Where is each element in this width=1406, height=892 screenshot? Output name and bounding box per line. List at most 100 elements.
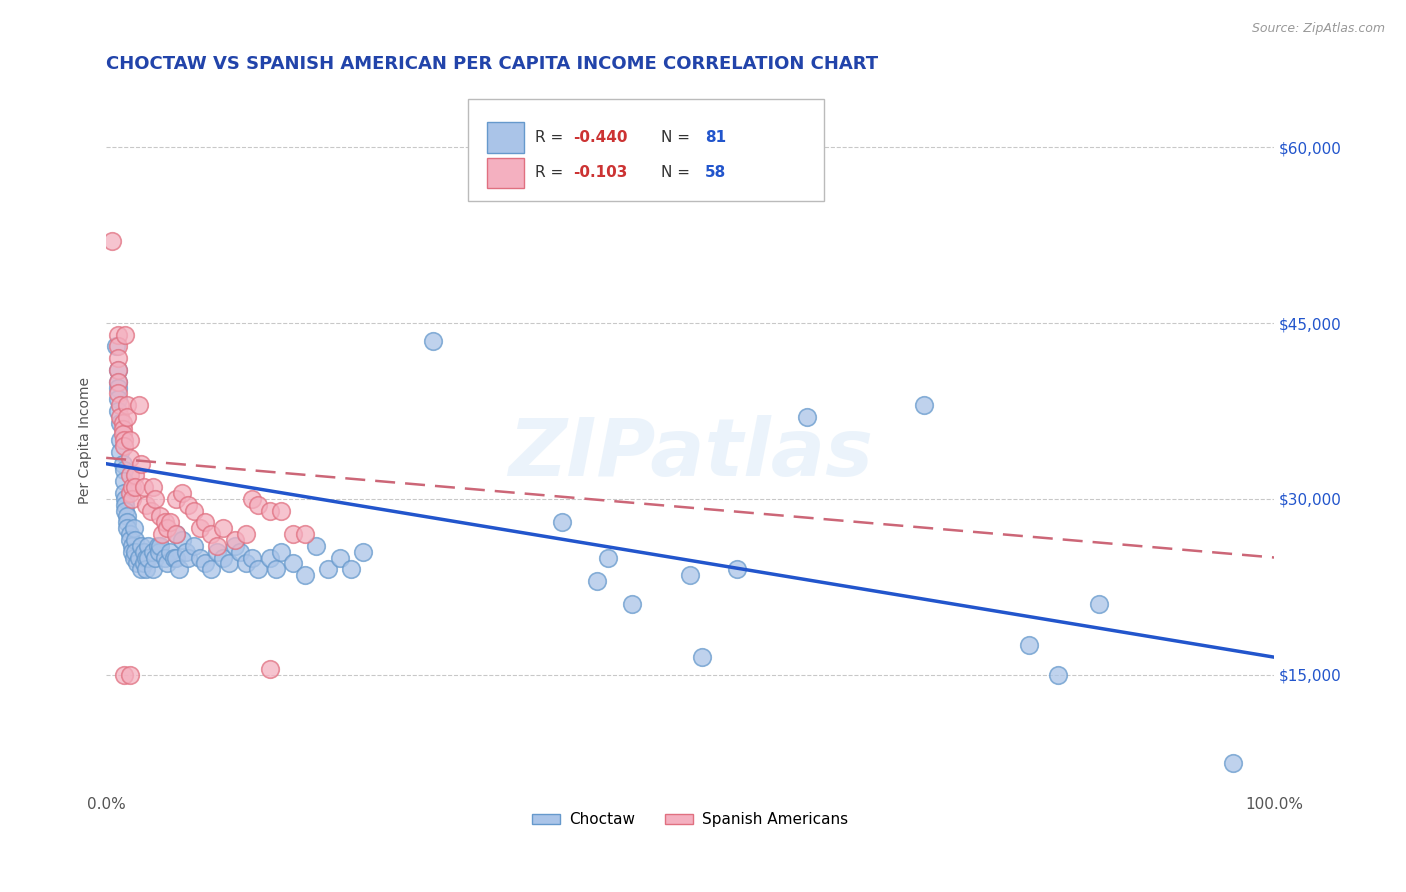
Text: CHOCTAW VS SPANISH AMERICAN PER CAPITA INCOME CORRELATION CHART: CHOCTAW VS SPANISH AMERICAN PER CAPITA I… bbox=[107, 55, 879, 73]
Point bbox=[108, 398, 131, 412]
Point bbox=[129, 539, 152, 553]
Point bbox=[912, 398, 935, 412]
Point bbox=[264, 562, 287, 576]
Text: R =: R = bbox=[534, 130, 568, 145]
Point bbox=[150, 527, 173, 541]
Point bbox=[121, 539, 143, 553]
Point bbox=[143, 550, 166, 565]
Point bbox=[143, 491, 166, 506]
Point bbox=[108, 434, 131, 448]
Point bbox=[149, 509, 172, 524]
Point bbox=[224, 539, 246, 553]
Point bbox=[281, 557, 304, 571]
Point bbox=[124, 468, 146, 483]
Point bbox=[112, 462, 135, 476]
Point bbox=[118, 527, 141, 541]
Point bbox=[112, 475, 135, 489]
Point bbox=[183, 539, 205, 553]
Point bbox=[205, 539, 228, 553]
Point bbox=[170, 486, 193, 500]
Point bbox=[107, 386, 129, 401]
Point bbox=[156, 521, 179, 535]
Y-axis label: Per Capita Income: Per Capita Income bbox=[79, 376, 93, 504]
Point bbox=[142, 480, 165, 494]
Point bbox=[340, 562, 363, 576]
Point bbox=[165, 491, 187, 506]
Point bbox=[148, 544, 170, 558]
Point bbox=[107, 380, 129, 394]
Point bbox=[316, 562, 339, 576]
Point bbox=[165, 550, 187, 565]
Text: R =: R = bbox=[534, 166, 568, 180]
Point bbox=[200, 527, 222, 541]
Point bbox=[108, 416, 131, 430]
Point bbox=[188, 521, 211, 535]
Point bbox=[118, 667, 141, 681]
Point bbox=[111, 427, 134, 442]
Point bbox=[128, 398, 150, 412]
Point bbox=[121, 480, 143, 494]
Point bbox=[167, 562, 190, 576]
Point bbox=[135, 562, 157, 576]
Point bbox=[159, 544, 181, 558]
Point bbox=[115, 509, 138, 524]
Point bbox=[112, 486, 135, 500]
Point bbox=[1222, 756, 1244, 770]
Point bbox=[259, 662, 281, 676]
Point bbox=[725, 562, 748, 576]
Point bbox=[107, 375, 129, 389]
Point bbox=[114, 498, 136, 512]
Point bbox=[352, 544, 374, 558]
Point bbox=[294, 527, 316, 541]
Text: 81: 81 bbox=[706, 130, 727, 145]
Text: 58: 58 bbox=[706, 166, 727, 180]
Point bbox=[107, 363, 129, 377]
Point bbox=[114, 503, 136, 517]
Point bbox=[115, 521, 138, 535]
Point bbox=[620, 598, 643, 612]
Point bbox=[114, 327, 136, 342]
Point bbox=[142, 544, 165, 558]
Point bbox=[107, 363, 129, 377]
Point bbox=[112, 439, 135, 453]
Point bbox=[229, 544, 252, 558]
Point bbox=[121, 491, 143, 506]
Point bbox=[132, 480, 155, 494]
Point bbox=[165, 527, 187, 541]
Point bbox=[329, 550, 352, 565]
Point bbox=[153, 550, 176, 565]
Point bbox=[115, 516, 138, 530]
Point bbox=[136, 550, 159, 565]
Point bbox=[246, 562, 269, 576]
Point bbox=[1018, 639, 1040, 653]
Point bbox=[550, 516, 572, 530]
Point bbox=[177, 550, 200, 565]
Point bbox=[177, 498, 200, 512]
Point bbox=[235, 557, 257, 571]
Point bbox=[194, 557, 217, 571]
Point bbox=[224, 533, 246, 547]
Point bbox=[174, 544, 197, 558]
Point bbox=[122, 550, 145, 565]
FancyBboxPatch shape bbox=[468, 99, 824, 201]
Point bbox=[104, 339, 127, 353]
Point bbox=[118, 533, 141, 547]
Point bbox=[129, 457, 152, 471]
Point bbox=[270, 544, 292, 558]
Point bbox=[129, 562, 152, 576]
Point bbox=[107, 327, 129, 342]
Point bbox=[218, 557, 240, 571]
Point bbox=[128, 550, 150, 565]
Point bbox=[132, 544, 155, 558]
Point bbox=[135, 550, 157, 565]
Point bbox=[796, 409, 818, 424]
Point bbox=[125, 557, 148, 571]
Text: N =: N = bbox=[661, 130, 695, 145]
Point bbox=[115, 409, 138, 424]
Legend: Choctaw, Spanish Americans: Choctaw, Spanish Americans bbox=[526, 806, 855, 833]
Point bbox=[294, 568, 316, 582]
Point bbox=[165, 527, 187, 541]
Text: -0.440: -0.440 bbox=[574, 130, 628, 145]
Point bbox=[690, 650, 713, 665]
Point bbox=[124, 480, 146, 494]
